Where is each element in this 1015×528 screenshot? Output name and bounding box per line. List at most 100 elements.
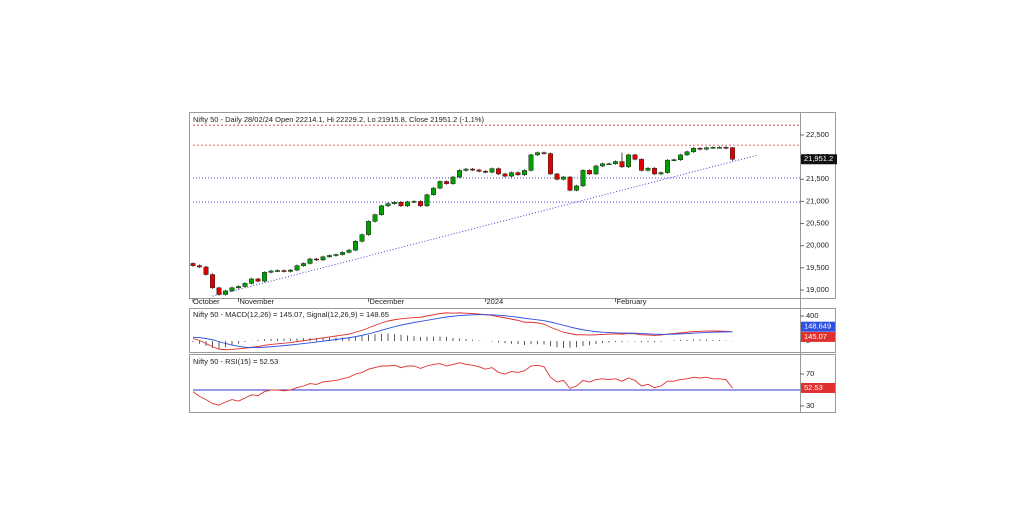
candle-body: [385, 203, 391, 207]
candle-body: [600, 163, 605, 167]
candle-body: [606, 163, 612, 165]
y-tick-label: 22,500: [806, 130, 829, 139]
candle-body: [450, 176, 456, 184]
candle-body: [470, 168, 475, 171]
candle-body: [359, 234, 365, 242]
candle-body: [626, 154, 631, 168]
y-tick-label: 70: [806, 369, 814, 378]
y-tick-label: 21,500: [806, 174, 829, 183]
candle-body: [678, 154, 683, 161]
candle-body: [496, 168, 501, 175]
candle-body: [307, 258, 313, 264]
candle-body: [301, 263, 306, 266]
last-value-box: [801, 321, 835, 332]
trendline: [212, 154, 759, 297]
candle-body: [197, 265, 202, 268]
candle-body: [580, 170, 586, 187]
candle-body: [418, 201, 423, 207]
candle-body: [379, 205, 384, 215]
candle-body: [697, 147, 703, 150]
macd-panel: [189, 308, 836, 353]
last-value-label: 148.649: [804, 322, 831, 331]
y-tick-label: 21,000: [806, 196, 829, 205]
candle-body: [294, 265, 300, 271]
rsi-title: Nifty 50 - RSI(15) = 52.53: [193, 357, 278, 366]
candle-body: [639, 159, 644, 171]
candle-body: [658, 172, 664, 175]
x-tick-label: 2024: [487, 297, 504, 306]
macd-title: Nifty 50 - MACD(12,26) = 145.07, Signal(…: [193, 310, 389, 319]
candle-body: [275, 270, 280, 272]
price-panel: [189, 112, 836, 299]
x-tick-label: November: [240, 297, 275, 306]
candle-body: [730, 147, 735, 160]
series-line: [192, 362, 733, 406]
candle-body: [223, 290, 228, 295]
candle-body: [392, 202, 397, 204]
candle-body: [236, 286, 241, 289]
candle-body: [229, 287, 235, 292]
candle-body: [210, 274, 215, 289]
candle-body: [242, 283, 248, 287]
last-value-box: [801, 382, 835, 393]
candle-body: [255, 278, 261, 282]
candle-body: [502, 173, 508, 177]
candle-body: [509, 172, 514, 177]
candle-body: [398, 202, 404, 207]
candle-body: [288, 269, 293, 272]
candle-body: [522, 170, 527, 176]
candle-body: [528, 154, 534, 171]
candle-body: [665, 159, 670, 173]
candle-body: [704, 147, 709, 150]
candle-body: [691, 147, 696, 153]
candle-body: [340, 252, 345, 255]
candle-body: [190, 263, 196, 266]
candle-body: [405, 201, 410, 207]
candle-body: [353, 241, 358, 251]
candle-body: [346, 249, 352, 253]
candle-body: [411, 201, 417, 203]
last-price-box: [801, 154, 837, 165]
last-value-box: [801, 331, 835, 342]
candle-body: [619, 161, 625, 168]
candle-body: [710, 147, 716, 149]
rsi-panel: [189, 354, 836, 413]
candle-body: [561, 176, 566, 180]
candle-body: [567, 176, 573, 191]
candle-body: [684, 151, 690, 156]
y-tick-label: 19,000: [806, 285, 829, 294]
candle-body: [632, 154, 638, 160]
candle-body: [262, 272, 267, 282]
candle-body: [489, 168, 495, 173]
candle-body: [717, 147, 722, 149]
candle-body: [613, 161, 618, 164]
candle-body: [645, 167, 651, 171]
candle-body: [314, 258, 319, 261]
candle-body: [366, 221, 371, 235]
candle-body: [535, 152, 540, 156]
candle-body: [723, 147, 729, 149]
candle-body: [574, 185, 579, 191]
candle-body: [476, 169, 482, 172]
candle-body: [320, 256, 326, 261]
x-tick-label: October: [193, 297, 220, 306]
candle-body: [424, 194, 430, 207]
candle-body: [548, 153, 553, 175]
candle-body: [515, 172, 521, 176]
y-tick-label: 20,500: [806, 219, 829, 228]
last-value-label: 52.53: [804, 383, 823, 392]
candle-body: [431, 187, 436, 196]
candle-body: [281, 270, 287, 272]
x-tick-label: December: [370, 297, 405, 306]
candle-body: [216, 287, 222, 295]
y-tick-label: 30: [806, 401, 814, 410]
candle-body: [372, 214, 378, 222]
series-line: [192, 314, 733, 349]
candle-body: [203, 266, 209, 275]
candle-body: [437, 181, 443, 189]
price-title: Nifty 50 - Daily 28/02/24 Open 22214.1, …: [193, 115, 485, 124]
candle-body: [333, 254, 339, 256]
candle-body: [541, 152, 547, 154]
